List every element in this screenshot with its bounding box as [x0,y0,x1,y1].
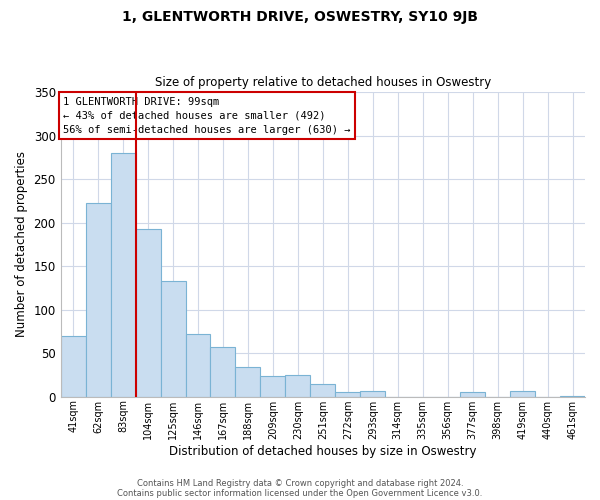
Text: 1 GLENTWORTH DRIVE: 99sqm
← 43% of detached houses are smaller (492)
56% of semi: 1 GLENTWORTH DRIVE: 99sqm ← 43% of detac… [63,96,351,134]
Bar [460,392,485,396]
Bar [510,392,535,396]
Text: 1, GLENTWORTH DRIVE, OSWESTRY, SY10 9JB: 1, GLENTWORTH DRIVE, OSWESTRY, SY10 9JB [122,10,478,24]
Bar [310,384,335,396]
Bar [185,334,211,396]
Bar [110,153,136,396]
Bar [335,392,360,396]
Bar [136,228,161,396]
Title: Size of property relative to detached houses in Oswestry: Size of property relative to detached ho… [155,76,491,90]
Bar [235,367,260,396]
Text: Contains public sector information licensed under the Open Government Licence v3: Contains public sector information licen… [118,488,482,498]
Bar [286,375,310,396]
Bar [260,376,286,396]
Bar [211,347,235,397]
Bar [86,202,110,396]
X-axis label: Distribution of detached houses by size in Oswestry: Distribution of detached houses by size … [169,444,476,458]
Bar [161,281,185,396]
Bar [360,392,385,396]
Text: Contains HM Land Registry data © Crown copyright and database right 2024.: Contains HM Land Registry data © Crown c… [137,478,463,488]
Y-axis label: Number of detached properties: Number of detached properties [15,152,28,338]
Bar [61,336,86,396]
